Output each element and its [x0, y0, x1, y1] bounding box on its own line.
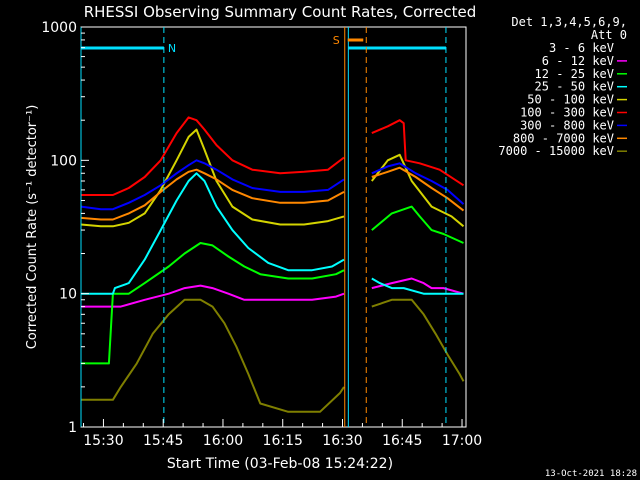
saa-marker-label: S	[333, 34, 340, 47]
x-tick-label: 15:30	[83, 433, 123, 449]
y-axis: 1 10 100 1000	[41, 20, 89, 436]
marker-layer: NS	[80, 27, 447, 427]
plot-area: NS	[80, 26, 467, 428]
legend-entry-label: 25 - 50 keV	[535, 80, 614, 94]
legend-entry-label: 800 - 7000 keV	[513, 131, 614, 145]
series-line-7	[80, 159, 465, 211]
night-marker-label: N	[168, 42, 176, 55]
series-line-3	[81, 205, 464, 365]
x-tick-label: 16:00	[203, 433, 243, 449]
y-tick-label: 1000	[41, 20, 77, 36]
legend-header-attenuator: Att 0	[591, 28, 627, 42]
series-line-9	[81, 298, 465, 413]
x-axis-label: Start Time (03-Feb-08 15:24:22)	[167, 456, 393, 472]
legend-entry-label: 12 - 25 keV	[535, 67, 614, 81]
legend-entry-label: 7000 - 15000 keV	[498, 144, 614, 158]
legend-entry-label: 50 - 100 keV	[527, 93, 614, 107]
x-tick-label: 16:45	[382, 433, 422, 449]
y-axis-label: Corrected Count Rate (s⁻¹ detector⁻¹)	[25, 105, 40, 350]
x-axis: 15:30 15:45 16:00 16:15 16:30 16:45 17:0…	[83, 419, 482, 449]
timestamp: 13-Oct-2021 18:28	[545, 469, 637, 479]
y-tick-label: 100	[50, 153, 77, 169]
x-tick-label: 17:00	[442, 433, 482, 449]
x-tick-label: 16:15	[263, 433, 303, 449]
legend-entry-label: 6 - 12 keV	[542, 54, 614, 68]
chart-title: RHESSI Observing Summary Count Rates, Co…	[84, 3, 477, 21]
x-tick-label: 15:45	[143, 433, 183, 449]
series-line-8	[80, 166, 465, 221]
series-line-4	[81, 172, 464, 295]
series-layer	[80, 116, 465, 413]
y-tick-label: 10	[59, 287, 77, 303]
x-tick-label: 16:30	[322, 433, 362, 449]
series-line-5	[80, 128, 465, 228]
series-line-2	[81, 277, 464, 308]
legend-header-detectors: Det 1,3,4,5,6,9,	[511, 15, 627, 29]
legend-entry-label: 100 - 300 keV	[520, 106, 614, 120]
legend-entry-label: 300 - 800 keV	[520, 118, 614, 132]
legend-entry-label: 3 - 6 keV	[549, 41, 614, 55]
y-tick-label: 1	[68, 420, 77, 436]
series-line-6	[81, 116, 465, 196]
